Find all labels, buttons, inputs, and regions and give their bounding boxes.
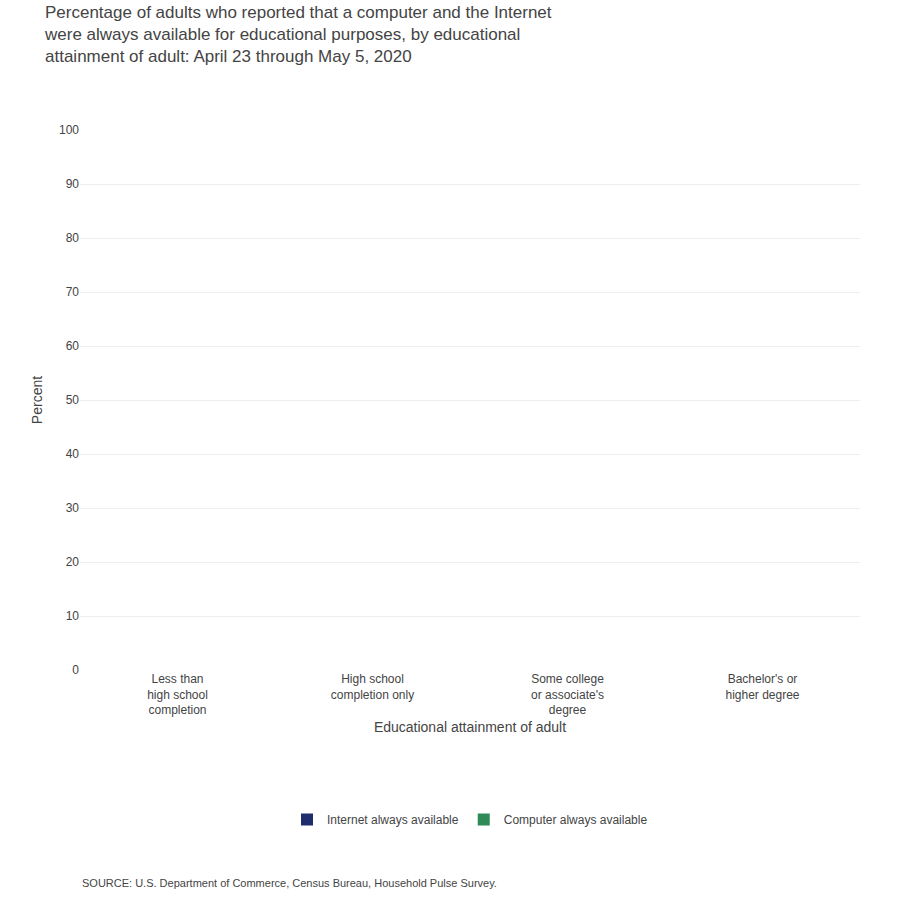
svg-text:70: 70 bbox=[66, 285, 80, 299]
svg-text:100: 100 bbox=[59, 123, 79, 137]
svg-text:Educational attainment of adul: Educational attainment of adult bbox=[374, 719, 566, 735]
svg-text:40: 40 bbox=[66, 447, 80, 461]
svg-text:30: 30 bbox=[66, 501, 80, 515]
svg-text:90: 90 bbox=[66, 177, 80, 191]
svg-text:60: 60 bbox=[66, 339, 80, 353]
svg-text:SOURCE: U.S. Department of Com: SOURCE: U.S. Department of Commerce, Cen… bbox=[82, 877, 497, 889]
svg-text:Percentage of adults who repor: Percentage of adults who reported that a… bbox=[44, 3, 552, 66]
svg-text:Internet always available: Internet always available bbox=[327, 813, 459, 827]
svg-text:Percent: Percent bbox=[29, 376, 45, 424]
svg-text:Less thanhigh schoolcompletion: Less thanhigh schoolcompletion bbox=[147, 672, 208, 717]
svg-text:Some collegeor associate'sdegr: Some collegeor associate'sdegree bbox=[531, 672, 604, 717]
svg-text:80: 80 bbox=[66, 231, 80, 245]
svg-text:20: 20 bbox=[66, 555, 80, 569]
svg-text:10: 10 bbox=[66, 609, 80, 623]
svg-text:0: 0 bbox=[72, 663, 79, 677]
svg-text:Computer always available: Computer always available bbox=[504, 813, 648, 827]
svg-text:Bachelor's orhigher degree: Bachelor's orhigher degree bbox=[725, 672, 799, 702]
svg-text:High schoolcompletion only: High schoolcompletion only bbox=[331, 672, 414, 702]
svg-text:50: 50 bbox=[66, 393, 80, 407]
